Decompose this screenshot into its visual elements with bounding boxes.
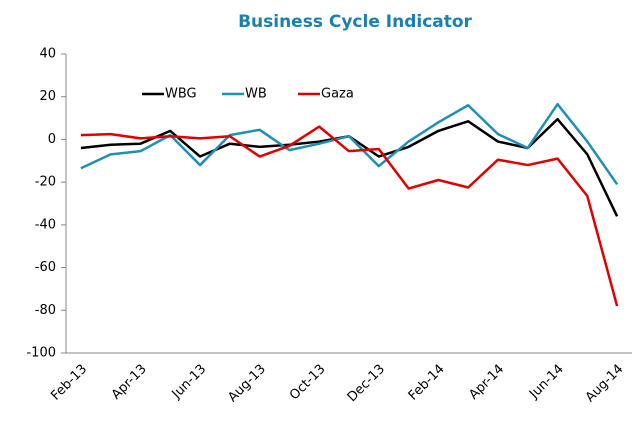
x-tick-label: Feb-14: [406, 362, 448, 404]
y-tick-label: -40: [35, 217, 56, 232]
x-tick-label: Apr-14: [466, 362, 507, 403]
y-tick-label: 20: [39, 89, 56, 104]
legend-label: WB: [245, 87, 267, 102]
x-tick-label: Feb-13: [48, 362, 90, 404]
y-tick-label: -60: [35, 260, 56, 275]
x-tick-label: Dec-13: [345, 362, 388, 405]
x-tick-label: Apr-13: [109, 362, 150, 403]
x-tick-label: Oct-13: [287, 362, 329, 404]
legend-label: WBG: [165, 87, 197, 102]
legend-label: Gaza: [321, 87, 354, 102]
x-tick-label: Jun-14: [526, 362, 567, 403]
series-line: [80, 102, 619, 185]
x-tick-label: Aug-13: [225, 362, 269, 406]
series-line: [80, 125, 619, 307]
x-tick-label: Aug-14: [583, 362, 627, 406]
y-tick-label: 40: [39, 47, 56, 62]
x-tick-label: Jun-13: [169, 362, 210, 403]
y-tick-label: 0: [48, 132, 56, 147]
y-tick-label: -100: [26, 346, 56, 361]
y-tick-label: -80: [35, 303, 56, 318]
chart-title: Business Cycle Indicator: [238, 12, 472, 32]
y-tick-label: -20: [35, 175, 56, 190]
